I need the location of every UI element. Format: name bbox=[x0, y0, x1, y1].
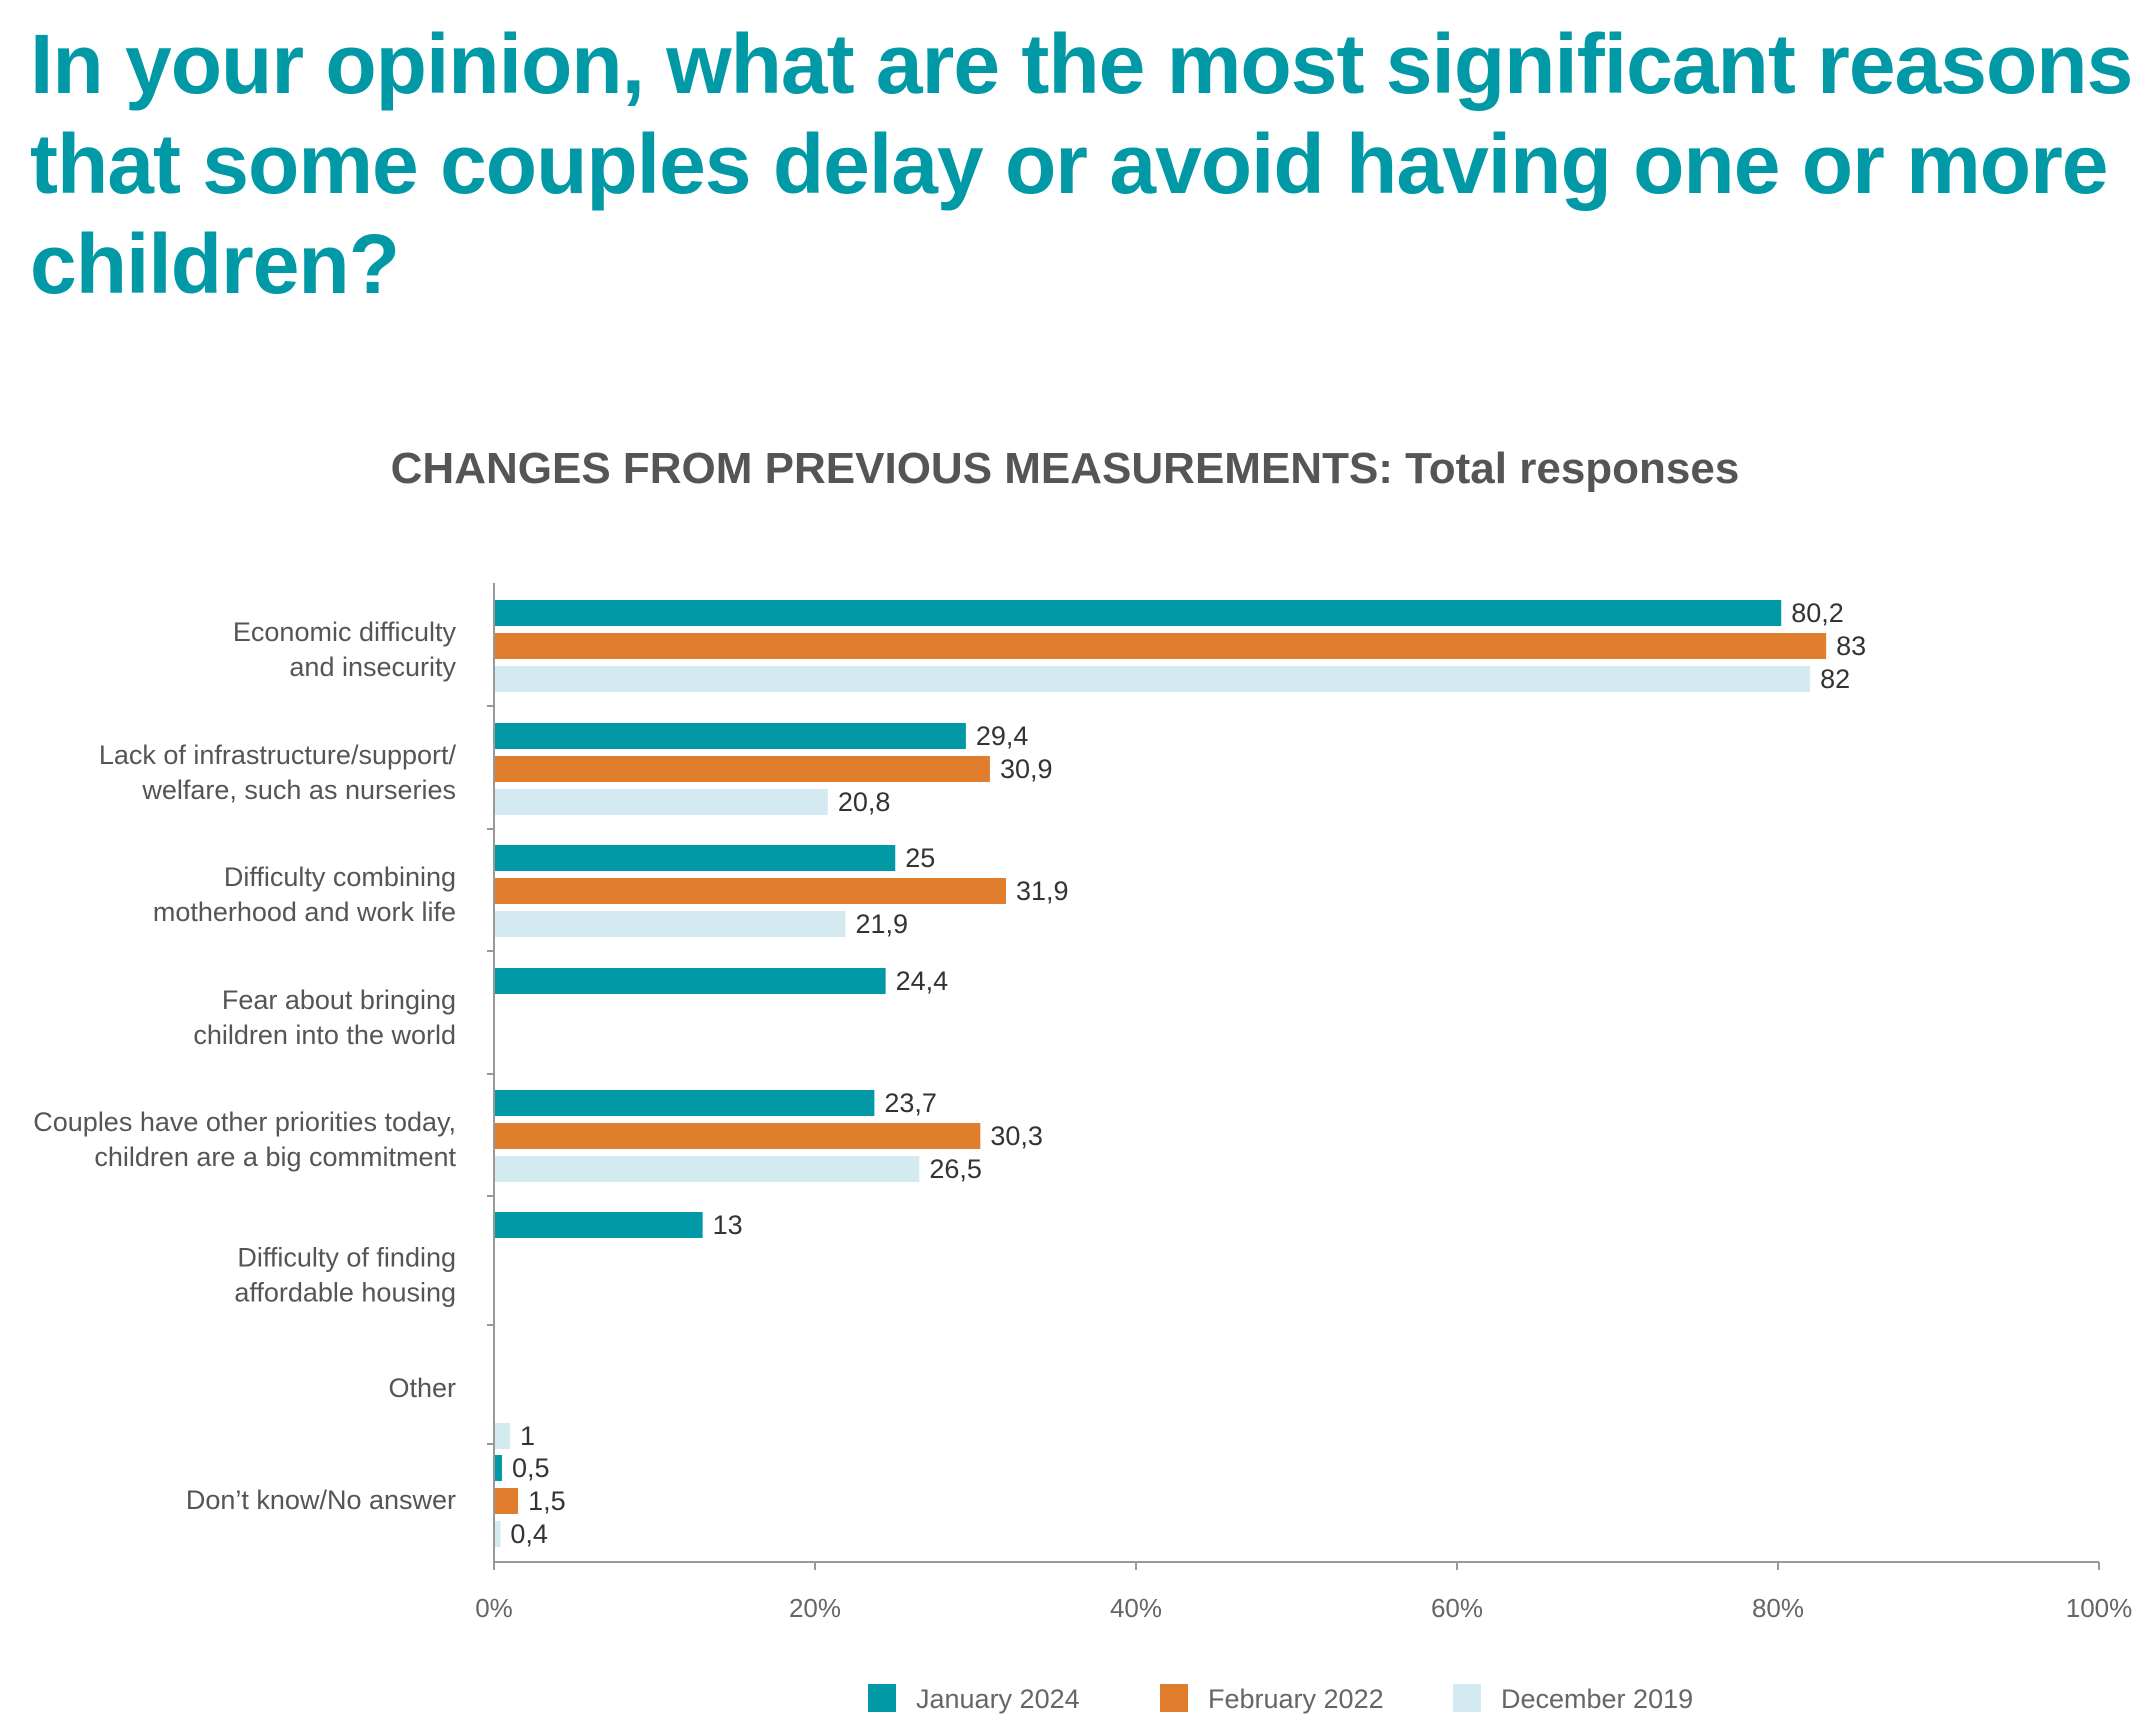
x-tick-label: 20% bbox=[789, 1593, 841, 1623]
data-label: 29,4 bbox=[976, 721, 1029, 751]
bar bbox=[494, 1455, 503, 1481]
legend-swatch bbox=[1160, 1684, 1188, 1712]
data-label: 1,5 bbox=[528, 1486, 566, 1516]
headline: In your opinion, what are the most signi… bbox=[30, 14, 2133, 314]
data-label: 20,8 bbox=[838, 787, 891, 817]
legend: January 2024 February 2022 December 2019 bbox=[868, 1684, 1693, 1714]
x-tick-label: 0% bbox=[475, 1593, 513, 1623]
category-label: Economic difficulty bbox=[233, 617, 457, 647]
headline-line: that some couples delay or avoid having … bbox=[30, 117, 2109, 211]
data-label: 0,5 bbox=[512, 1453, 550, 1483]
category-label: Other bbox=[388, 1373, 456, 1403]
category-label: and insecurity bbox=[289, 652, 456, 682]
category-label: Couples have other priorities today, bbox=[33, 1107, 456, 1137]
bar bbox=[494, 756, 990, 782]
bar bbox=[494, 968, 886, 994]
data-label: 31,9 bbox=[1016, 876, 1069, 906]
category-label: children are a big commitment bbox=[94, 1142, 456, 1172]
legend-label: February 2022 bbox=[1208, 1684, 1384, 1714]
category-label: Difficulty combining bbox=[224, 862, 456, 892]
data-label: 21,9 bbox=[855, 909, 908, 939]
category-labels: Economic difficulty and insecurity Lack of… bbox=[33, 617, 456, 1515]
bar bbox=[494, 1423, 511, 1449]
bar bbox=[494, 789, 828, 815]
bar bbox=[494, 1212, 703, 1238]
x-tick-label: 40% bbox=[1110, 1593, 1162, 1623]
bar bbox=[494, 600, 1782, 626]
data-label: 0,4 bbox=[510, 1519, 548, 1549]
data-label: 24,4 bbox=[896, 966, 949, 996]
bar bbox=[494, 1488, 519, 1514]
bar bbox=[494, 1156, 920, 1182]
axes: 0% 20% 40% 60% 80% 100% bbox=[475, 583, 2132, 1623]
headline-line: In your opinion, what are the most signi… bbox=[30, 17, 2133, 111]
data-label: 30,9 bbox=[1000, 754, 1053, 784]
category-label: Difficulty of finding bbox=[237, 1243, 456, 1273]
category-label: affordable housing bbox=[234, 1278, 456, 1308]
bar bbox=[494, 723, 966, 749]
data-label: 83 bbox=[1836, 631, 1866, 661]
x-tick-label: 100% bbox=[2066, 1593, 2133, 1623]
x-tick-label: 80% bbox=[1752, 1593, 1804, 1623]
bar bbox=[494, 666, 1811, 692]
data-label: 1 bbox=[520, 1421, 535, 1451]
bars: 80,2 29,4 25 24,4 23,7 13 0,5 83 30,9 31,9 30,3 1,5… bbox=[494, 598, 1866, 1549]
data-label: 25 bbox=[905, 843, 935, 873]
bar bbox=[494, 1090, 875, 1116]
data-label: 80,2 bbox=[1791, 598, 1844, 628]
category-label: motherhood and work life bbox=[153, 897, 456, 927]
bar bbox=[494, 911, 846, 937]
bar bbox=[494, 1123, 981, 1149]
bar bbox=[494, 633, 1827, 659]
headline-line: children? bbox=[30, 217, 400, 311]
legend-label: January 2024 bbox=[916, 1684, 1080, 1714]
category-label: Fear about bringing bbox=[222, 985, 456, 1015]
legend-swatch bbox=[868, 1684, 896, 1712]
category-label: Lack of infrastructure/support/ bbox=[99, 740, 457, 770]
category-label: welfare, such as nurseries bbox=[141, 775, 456, 805]
data-label: 30,3 bbox=[990, 1121, 1043, 1151]
category-label: Don’t know/No answer bbox=[186, 1485, 456, 1515]
bar bbox=[494, 845, 896, 871]
data-label: 23,7 bbox=[884, 1088, 937, 1118]
legend-swatch bbox=[1453, 1684, 1481, 1712]
bar bbox=[494, 878, 1006, 904]
bar bbox=[494, 1521, 501, 1547]
data-label: 13 bbox=[713, 1210, 743, 1240]
category-label: children into the world bbox=[193, 1020, 456, 1050]
legend-label: December 2019 bbox=[1501, 1684, 1693, 1714]
x-tick-label: 60% bbox=[1431, 1593, 1483, 1623]
data-label: 26,5 bbox=[929, 1154, 982, 1184]
chart-title: CHANGES FROM PREVIOUS MEASUREMENTS: Tota… bbox=[391, 444, 1740, 493]
data-label: 82 bbox=[1820, 664, 1850, 694]
